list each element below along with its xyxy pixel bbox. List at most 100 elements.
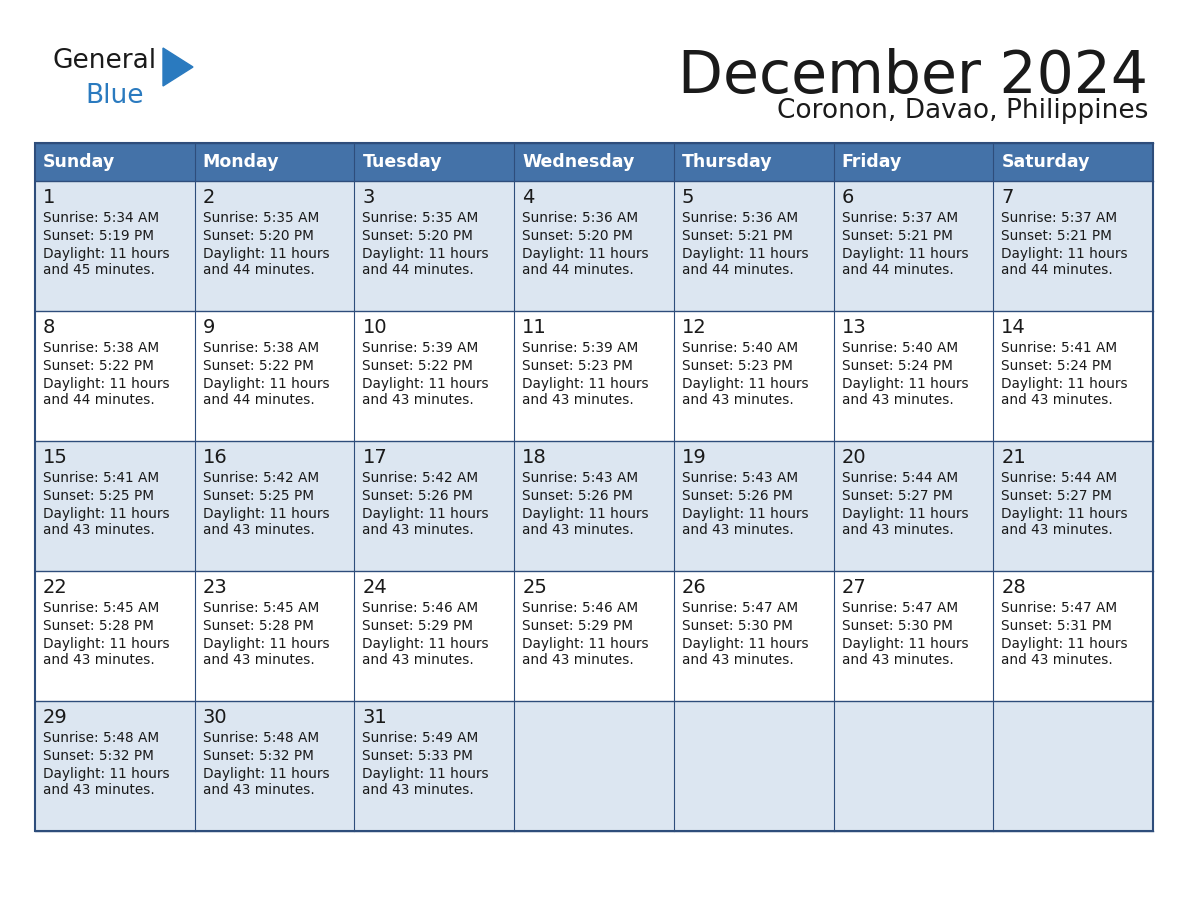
Text: and 43 minutes.: and 43 minutes. [841,653,953,667]
Bar [354,311,514,441]
Text: 10: 10 [362,318,387,337]
Bar [195,701,354,831]
Text: Sunrise: 5:39 AM: Sunrise: 5:39 AM [362,341,479,355]
Text: 1: 1 [43,188,56,207]
Bar [514,571,674,701]
Text: Sunrise: 5:43 AM: Sunrise: 5:43 AM [523,471,638,485]
Bar [514,701,674,831]
Text: Sunset: 5:19 PM: Sunset: 5:19 PM [43,229,154,243]
Bar [34,181,195,311]
Text: Sunrise: 5:39 AM: Sunrise: 5:39 AM [523,341,638,355]
Bar [354,701,514,831]
Text: Saturday: Saturday [1001,153,1089,171]
Text: Daylight: 11 hours: Daylight: 11 hours [1001,507,1127,521]
Text: Sunset: 5:28 PM: Sunset: 5:28 PM [203,619,314,633]
Text: and 44 minutes.: and 44 minutes. [682,263,794,277]
Text: 20: 20 [841,448,866,467]
Bar [195,311,354,441]
Text: 5: 5 [682,188,694,207]
Text: Sunset: 5:24 PM: Sunset: 5:24 PM [841,359,953,373]
Bar [674,571,834,701]
Text: Sunrise: 5:45 AM: Sunrise: 5:45 AM [43,601,159,615]
Bar [674,441,834,571]
Text: Sunrise: 5:47 AM: Sunrise: 5:47 AM [682,601,798,615]
Bar [34,701,195,831]
Text: and 45 minutes.: and 45 minutes. [43,263,154,277]
Text: Sunset: 5:29 PM: Sunset: 5:29 PM [523,619,633,633]
Text: Sunrise: 5:43 AM: Sunrise: 5:43 AM [682,471,798,485]
Bar [834,441,993,571]
Bar [514,143,674,181]
Text: Sunset: 5:26 PM: Sunset: 5:26 PM [523,489,633,503]
Text: Daylight: 11 hours: Daylight: 11 hours [362,377,489,391]
Text: 2: 2 [203,188,215,207]
Text: and 44 minutes.: and 44 minutes. [841,263,953,277]
Text: Sunrise: 5:49 AM: Sunrise: 5:49 AM [362,731,479,745]
Text: Sunday: Sunday [43,153,115,171]
Text: Sunset: 5:20 PM: Sunset: 5:20 PM [203,229,314,243]
Text: Sunset: 5:21 PM: Sunset: 5:21 PM [682,229,792,243]
Text: and 43 minutes.: and 43 minutes. [203,523,315,537]
Text: 16: 16 [203,448,227,467]
Text: and 43 minutes.: and 43 minutes. [362,653,474,667]
Text: Sunrise: 5:34 AM: Sunrise: 5:34 AM [43,211,159,225]
Text: 14: 14 [1001,318,1026,337]
Text: Daylight: 11 hours: Daylight: 11 hours [841,377,968,391]
Text: Daylight: 11 hours: Daylight: 11 hours [43,377,170,391]
Text: Daylight: 11 hours: Daylight: 11 hours [362,637,489,651]
Text: Coronon, Davao, Philippines: Coronon, Davao, Philippines [777,98,1148,124]
Text: Sunrise: 5:37 AM: Sunrise: 5:37 AM [1001,211,1118,225]
Text: Sunrise: 5:35 AM: Sunrise: 5:35 AM [203,211,318,225]
Bar [674,181,834,311]
Text: Sunset: 5:20 PM: Sunset: 5:20 PM [523,229,633,243]
Text: and 44 minutes.: and 44 minutes. [203,263,315,277]
Text: Sunrise: 5:42 AM: Sunrise: 5:42 AM [203,471,318,485]
Text: Sunset: 5:22 PM: Sunset: 5:22 PM [362,359,473,373]
Text: 28: 28 [1001,578,1026,597]
Text: Sunrise: 5:48 AM: Sunrise: 5:48 AM [43,731,159,745]
Text: 23: 23 [203,578,227,597]
Bar [34,143,1154,831]
Text: 25: 25 [523,578,546,597]
Bar [195,441,354,571]
Text: Sunrise: 5:42 AM: Sunrise: 5:42 AM [362,471,479,485]
Text: 24: 24 [362,578,387,597]
Text: Sunset: 5:21 PM: Sunset: 5:21 PM [1001,229,1112,243]
Text: Daylight: 11 hours: Daylight: 11 hours [523,247,649,261]
Text: Sunset: 5:31 PM: Sunset: 5:31 PM [1001,619,1112,633]
Text: Sunrise: 5:41 AM: Sunrise: 5:41 AM [1001,341,1118,355]
Text: 4: 4 [523,188,535,207]
Bar [195,143,354,181]
Text: Daylight: 11 hours: Daylight: 11 hours [43,767,170,781]
Bar [674,701,834,831]
Text: 3: 3 [362,188,374,207]
Bar [834,181,993,311]
Text: Sunrise: 5:45 AM: Sunrise: 5:45 AM [203,601,318,615]
Text: Monday: Monday [203,153,279,171]
Bar [514,181,674,311]
Text: and 43 minutes.: and 43 minutes. [203,653,315,667]
Text: and 43 minutes.: and 43 minutes. [682,393,794,407]
Text: Sunrise: 5:46 AM: Sunrise: 5:46 AM [523,601,638,615]
Text: Sunrise: 5:36 AM: Sunrise: 5:36 AM [682,211,798,225]
Text: Sunrise: 5:37 AM: Sunrise: 5:37 AM [841,211,958,225]
Text: Sunrise: 5:48 AM: Sunrise: 5:48 AM [203,731,318,745]
Text: Sunrise: 5:44 AM: Sunrise: 5:44 AM [1001,471,1118,485]
Text: 19: 19 [682,448,707,467]
Text: 26: 26 [682,578,707,597]
Text: Sunset: 5:27 PM: Sunset: 5:27 PM [841,489,953,503]
Text: and 43 minutes.: and 43 minutes. [203,783,315,797]
Text: Daylight: 11 hours: Daylight: 11 hours [841,637,968,651]
Text: Sunrise: 5:35 AM: Sunrise: 5:35 AM [362,211,479,225]
Text: Sunset: 5:21 PM: Sunset: 5:21 PM [841,229,953,243]
Text: and 43 minutes.: and 43 minutes. [43,523,154,537]
Text: Sunset: 5:22 PM: Sunset: 5:22 PM [43,359,154,373]
Bar [514,311,674,441]
Bar [195,571,354,701]
Bar [834,143,993,181]
Text: Sunrise: 5:40 AM: Sunrise: 5:40 AM [841,341,958,355]
Bar [34,441,195,571]
Text: and 43 minutes.: and 43 minutes. [362,783,474,797]
Bar [834,311,993,441]
Text: and 43 minutes.: and 43 minutes. [523,523,634,537]
